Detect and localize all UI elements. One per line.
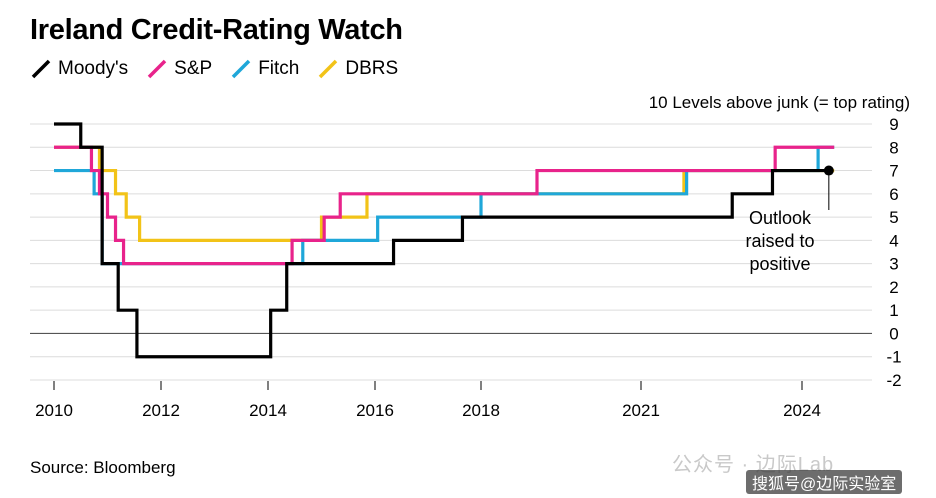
annotation-text: raised to <box>745 231 814 251</box>
y-tick-label: 6 <box>889 185 898 204</box>
y-tick-label: 2 <box>889 278 898 297</box>
y-axis-label: 10 Levels above junk (= top rating) <box>649 93 910 112</box>
legend-swatch-icon <box>147 59 167 79</box>
legend-label: Fitch <box>258 58 300 79</box>
x-tick-label: 2014 <box>249 401 287 420</box>
source-note: Source: Bloomberg <box>30 458 176 477</box>
y-tick-label: 1 <box>889 301 898 320</box>
y-tick-label: 4 <box>889 231 898 250</box>
legend-item: Fitch <box>230 58 299 80</box>
x-tick-label: 2016 <box>356 401 394 420</box>
x-tick-label: 2024 <box>783 401 821 420</box>
legend-swatch-icon <box>31 59 51 79</box>
series-line-sp <box>54 145 835 266</box>
watermark-badge: 搜狐号@边际实验室 <box>746 470 903 494</box>
annotation-text: positive <box>749 254 810 274</box>
series-line-moodys <box>54 122 829 359</box>
y-tick-label: 9 <box>889 115 898 134</box>
x-tick-label: 2021 <box>622 401 660 420</box>
legend-item: Moody's <box>30 58 128 80</box>
y-tick-label: -1 <box>886 348 901 367</box>
legend-label: S&P <box>174 58 213 79</box>
endpoint-marker <box>823 165 834 176</box>
y-tick-label: 5 <box>889 208 898 227</box>
annotation-text: Outlook <box>749 208 812 228</box>
chart-title: Ireland Credit-Rating Watch <box>30 14 403 46</box>
legend-item: S&P <box>146 58 212 80</box>
legend-label: DBRS <box>345 58 399 79</box>
legend-swatch-icon <box>231 59 251 79</box>
x-tick-label: 2018 <box>462 401 500 420</box>
y-tick-label: 7 <box>889 162 898 181</box>
x-tick-label: 2010 <box>35 401 73 420</box>
y-tick-label: 3 <box>889 255 898 274</box>
y-tick-label: 0 <box>889 324 898 343</box>
legend-item: DBRS <box>317 58 398 80</box>
y-tick-label: -2 <box>886 371 901 390</box>
y-tick-label: 8 <box>889 138 898 157</box>
legend-label: Moody's <box>58 58 129 79</box>
series-line-fitch <box>54 145 835 266</box>
legend: Moody's S&P Fitch DBRS <box>30 58 398 80</box>
legend-swatch-icon <box>319 59 338 79</box>
x-tick-label: 2012 <box>142 401 180 420</box>
